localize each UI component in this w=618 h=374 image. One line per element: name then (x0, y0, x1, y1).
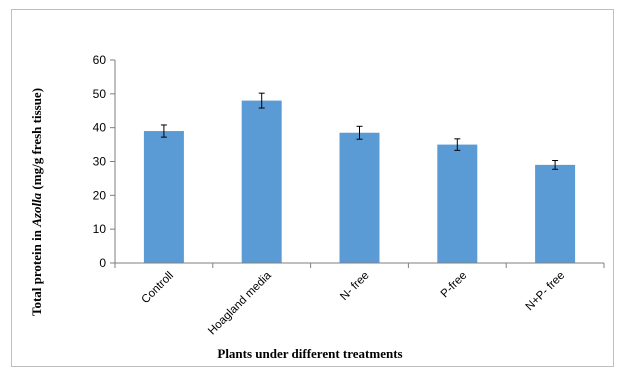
y-tick-label: 40 (93, 121, 107, 135)
x-axis-title: Plants under different treatments (217, 346, 402, 361)
error-bars (160, 92, 559, 170)
chart-area (11, 9, 614, 367)
error-bar (454, 138, 461, 151)
category-label: N+P- free (524, 270, 568, 314)
bar (143, 131, 184, 263)
error-bar (160, 124, 167, 138)
axes (114, 60, 604, 264)
error-bar (552, 159, 559, 170)
error-bar (258, 92, 265, 109)
category-label: Controll (140, 270, 177, 307)
category-label: P-free (439, 270, 470, 301)
y-tick-label: 10 (93, 222, 107, 236)
y-axis-title: Total protein in Azolla (mg/g fresh tiss… (29, 88, 44, 316)
bar (339, 132, 380, 263)
y-tick-label: 30 (93, 155, 107, 169)
y-axis-ticks: 0 10 20 30 40 50 60 (93, 53, 115, 270)
category-label: Hoagland media (206, 269, 274, 337)
error-bar (356, 125, 363, 140)
y-tick-label: 60 (93, 53, 107, 67)
bar (437, 144, 478, 263)
category-labels: Controll Hoagland media N- free P-free N+P- … (140, 269, 568, 337)
bars (143, 100, 576, 263)
bar (241, 100, 282, 263)
x-axis-ticks (114, 263, 605, 268)
bar (535, 164, 576, 263)
y-tick-label: 20 (93, 188, 107, 202)
y-tick-label: 0 (99, 256, 106, 270)
y-tick-label: 50 (93, 87, 107, 101)
category-label: N- free (338, 270, 371, 303)
